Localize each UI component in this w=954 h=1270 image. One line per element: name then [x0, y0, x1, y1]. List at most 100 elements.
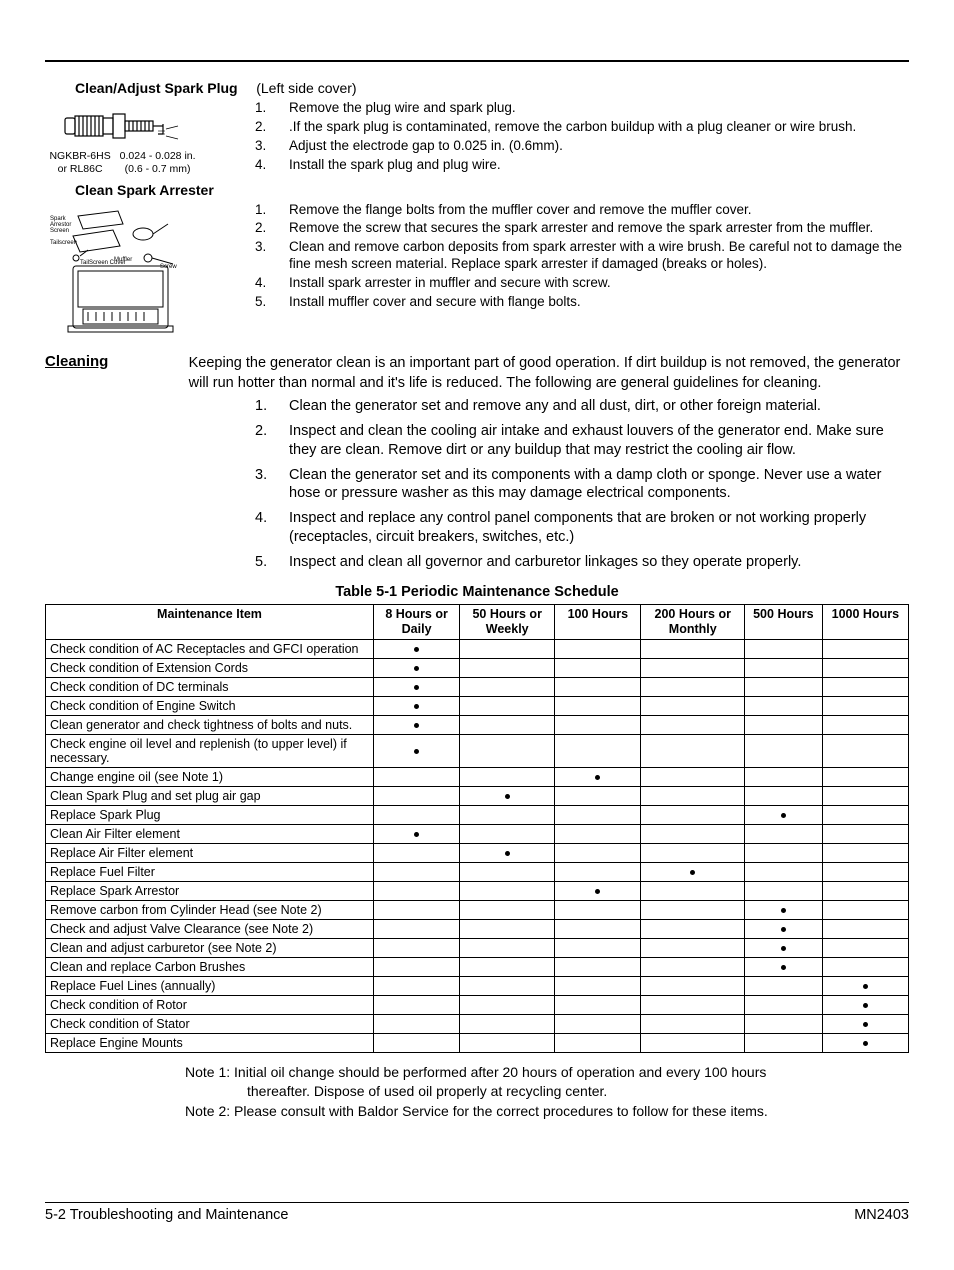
table-cell-item: Check condition of AC Receptacles and GF…	[46, 639, 374, 658]
table-cell-mark	[373, 639, 459, 658]
table-cell-mark	[745, 862, 823, 881]
table-cell-mark	[822, 696, 908, 715]
table-cell-item: Check condition of Stator	[46, 1014, 374, 1033]
table-cell-item: Check engine oil level and replenish (to…	[46, 734, 374, 767]
list-number: 1.	[255, 202, 289, 219]
table-cell-item: Clean and adjust carburetor (see Note 2)	[46, 938, 374, 957]
table-cell-mark	[373, 881, 459, 900]
table-cell-mark	[460, 805, 555, 824]
table-cell-mark	[745, 696, 823, 715]
table-header: 200 Hours orMonthly	[641, 604, 745, 639]
list-text: Adjust the electrode gap to 0.025 in. (0…	[289, 138, 909, 155]
table-cell-mark	[745, 677, 823, 696]
table-notes: Note 1: Initial oil change should be per…	[185, 1063, 909, 1122]
list-number: 3.	[255, 239, 289, 273]
note-line: Note 2: Please consult with Baldor Servi…	[185, 1102, 909, 1122]
cleaning-intro: Keeping the generator clean is an import…	[189, 353, 908, 394]
table-cell-mark	[745, 843, 823, 862]
list-number: 3.	[255, 138, 289, 155]
table-cell-mark	[641, 767, 745, 786]
table-cell-mark	[555, 919, 641, 938]
table-cell-item: Replace Engine Mounts	[46, 1033, 374, 1052]
table-cell-mark	[460, 957, 555, 976]
table-row: Clean Air Filter element	[46, 824, 909, 843]
table-cell-mark	[373, 824, 459, 843]
list-text: Install muffler cover and secure with fl…	[289, 294, 909, 311]
plug-gap-label: 0.024 - 0.028 in. (0.6 - 0.7 mm)	[120, 150, 196, 175]
table-cell-mark	[641, 677, 745, 696]
table-cell-mark	[745, 881, 823, 900]
cleaning-steps: 1.Clean the generator set and remove any…	[255, 397, 909, 578]
table-cell-mark	[822, 938, 908, 957]
table-cell-mark	[555, 881, 641, 900]
table-cell-mark	[460, 900, 555, 919]
list-number: 3.	[255, 466, 289, 504]
table-header: 100 Hours	[555, 604, 641, 639]
table-title: Table 5-1 Periodic Maintenance Schedule	[45, 584, 909, 600]
table-cell-mark	[745, 805, 823, 824]
table-cell-mark	[641, 919, 745, 938]
table-cell-mark	[745, 786, 823, 805]
table-cell-mark	[373, 862, 459, 881]
table-cell-mark	[555, 995, 641, 1014]
table-cell-mark	[822, 995, 908, 1014]
table-cell-mark	[822, 881, 908, 900]
table-cell-mark	[745, 957, 823, 976]
table-cell-mark	[555, 715, 641, 734]
cleaning-title: Cleaning	[45, 353, 185, 370]
table-cell-mark	[460, 919, 555, 938]
arrester-figure: Spark Arrestor Screen Tailscreen Muffler…	[45, 202, 200, 343]
table-row: Check engine oil level and replenish (to…	[46, 734, 909, 767]
table-cell-mark	[555, 1014, 641, 1033]
table-cell-mark	[373, 805, 459, 824]
table-cell-mark	[641, 786, 745, 805]
table-cell-mark	[822, 715, 908, 734]
list-number: 5.	[255, 294, 289, 311]
table-cell-mark	[745, 715, 823, 734]
table-row: Check condition of DC terminals	[46, 677, 909, 696]
table-cell-mark	[822, 900, 908, 919]
list-number: 4.	[255, 157, 289, 174]
list-text: Remove the screw that secures the spark …	[289, 220, 909, 237]
table-cell-mark	[555, 843, 641, 862]
table-cell-mark	[641, 715, 745, 734]
table-row: Check and adjust Valve Clearance (see No…	[46, 919, 909, 938]
table-cell-mark	[822, 805, 908, 824]
table-cell-mark	[460, 1033, 555, 1052]
table-cell-mark	[822, 862, 908, 881]
table-cell-mark	[460, 976, 555, 995]
table-cell-mark	[822, 957, 908, 976]
table-cell-item: Check condition of Rotor	[46, 995, 374, 1014]
table-cell-mark	[641, 900, 745, 919]
table-header: 1000 Hours	[822, 604, 908, 639]
table-cell-mark	[555, 805, 641, 824]
table-cell-mark	[745, 938, 823, 957]
table-cell-mark	[373, 843, 459, 862]
table-cell-mark	[460, 767, 555, 786]
table-cell-mark	[373, 734, 459, 767]
table-cell-mark	[641, 734, 745, 767]
table-header: 50 Hours orWeekly	[460, 604, 555, 639]
table-cell-item: Clean generator and check tightness of b…	[46, 715, 374, 734]
table-cell-mark	[641, 843, 745, 862]
maintenance-table: Maintenance Item8 Hours orDaily50 Hours …	[45, 604, 909, 1053]
table-row: Replace Fuel Lines (annually)	[46, 976, 909, 995]
table-cell-mark	[373, 786, 459, 805]
table-cell-mark	[555, 696, 641, 715]
table-cell-mark	[745, 919, 823, 938]
svg-text:TailScreen Cover: TailScreen Cover	[80, 260, 126, 266]
spark-plug-figure: NGKBR-6HS or RL86C 0.024 - 0.028 in. (0.…	[45, 100, 200, 175]
table-row: Check condition of Extension Cords	[46, 658, 909, 677]
table-cell-mark	[460, 862, 555, 881]
table-cell-mark	[745, 995, 823, 1014]
table-cell-mark	[745, 976, 823, 995]
table-row: Clean Spark Plug and set plug air gap	[46, 786, 909, 805]
table-cell-mark	[822, 767, 908, 786]
table-cell-item: Check condition of Extension Cords	[46, 658, 374, 677]
table-cell-mark	[641, 862, 745, 881]
table-cell-item: Clean Air Filter element	[46, 824, 374, 843]
table-cell-mark	[460, 824, 555, 843]
spark-plug-heading: Clean/Adjust Spark Plug	[75, 80, 238, 96]
table-cell-mark	[822, 639, 908, 658]
spark-plug-steps: 1.Remove the plug wire and spark plug.2.…	[255, 100, 909, 176]
